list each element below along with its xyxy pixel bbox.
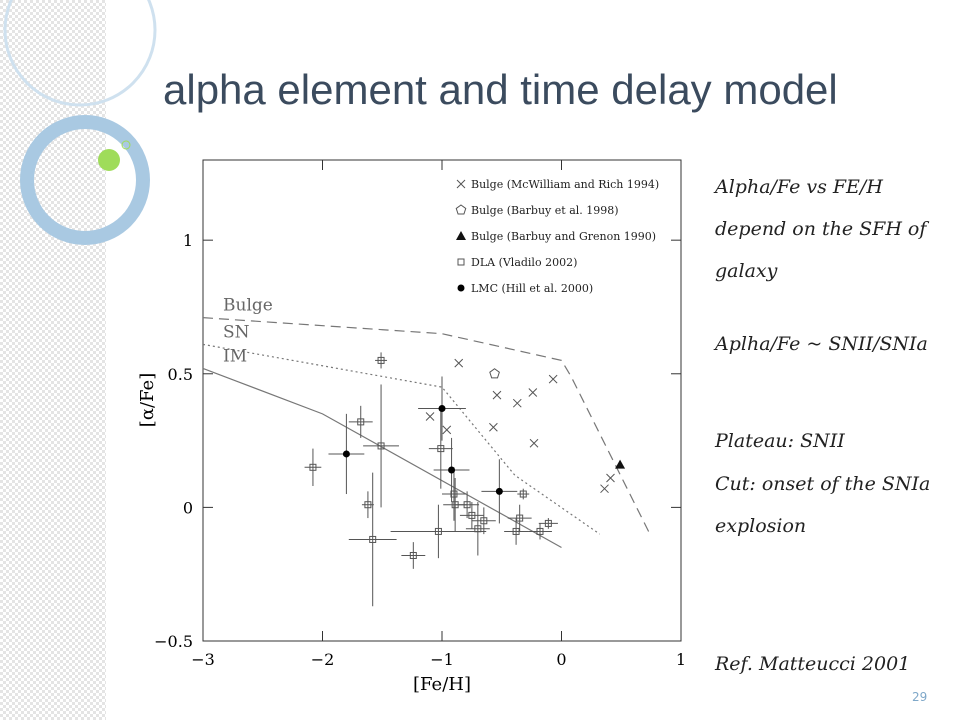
point	[450, 490, 458, 498]
point	[454, 358, 464, 368]
point	[364, 501, 372, 509]
point	[309, 463, 317, 471]
point	[519, 490, 527, 498]
page-number: 29	[912, 690, 928, 704]
note: Plateau: SNII	[715, 430, 845, 452]
point	[437, 445, 445, 453]
point	[615, 459, 626, 469]
reference: Ref. Matteucci 2001	[715, 653, 911, 675]
legend-marker	[457, 284, 465, 292]
side-pattern	[0, 0, 106, 720]
point	[489, 422, 498, 432]
x-axis-label: [Fe/H]	[413, 674, 471, 695]
point	[434, 527, 442, 535]
x-tick-label: −3	[191, 650, 215, 669]
legend-label: Bulge (McWilliam and Rich 1994)	[471, 178, 659, 191]
point	[536, 527, 544, 535]
slide-title: alpha element and time delay model	[163, 66, 838, 113]
y-tick-label: −0.5	[154, 632, 193, 651]
point	[480, 517, 488, 525]
point	[425, 412, 435, 421]
legend-label: Bulge (Barbuy et al. 1998)	[471, 204, 619, 217]
note: Cut: onset of the SNIa explosion	[715, 473, 931, 537]
point	[369, 535, 377, 543]
legend-label: LMC (Hill et al. 2000)	[471, 282, 593, 295]
point	[468, 511, 476, 519]
point	[548, 374, 558, 384]
point	[512, 527, 520, 535]
point	[516, 514, 524, 522]
model-line	[202, 317, 651, 535]
x-tick-label: −2	[311, 650, 335, 669]
point	[474, 525, 482, 533]
point	[438, 405, 446, 413]
legend-marker	[456, 179, 466, 189]
point	[512, 398, 522, 408]
legend-marker	[455, 204, 467, 215]
x-tick-label: 1	[676, 650, 686, 669]
model-label: IM	[223, 346, 247, 366]
note: Alpha/Fe vs FE/H depend on the SFH of ga…	[715, 176, 927, 282]
chart: [Fe/H] [α/Fe] −3 −2 −1 0 1 −0.5 0 0.5 1 Bulge SN IM…	[137, 159, 686, 695]
legend-label: Bulge (Barbuy and Grenon 1990)	[471, 230, 656, 243]
y-axis-label: [α/Fe]	[137, 373, 158, 427]
y-tick-label: 0.5	[168, 365, 193, 384]
point	[342, 450, 350, 458]
y-tick-label: 0	[183, 498, 193, 517]
point	[489, 368, 500, 379]
point	[377, 442, 385, 450]
point	[529, 438, 539, 448]
y-tick-label: 1	[183, 231, 193, 250]
point	[495, 487, 503, 495]
point	[357, 418, 365, 426]
x-tick-label: −1	[430, 650, 454, 669]
point	[463, 501, 471, 509]
note: Aplha/Fe ~ SNII/SNIa	[715, 333, 928, 355]
point	[442, 425, 452, 435]
decor-circle	[3, 0, 157, 107]
point	[600, 484, 609, 494]
decor-ring	[20, 115, 150, 245]
point	[606, 473, 615, 483]
point	[492, 390, 502, 400]
model-label: Bulge	[223, 296, 273, 316]
legend-marker	[457, 258, 465, 266]
point	[448, 466, 456, 474]
model-line	[202, 343, 601, 535]
point	[409, 551, 417, 559]
decor-dot	[121, 140, 131, 150]
legend-label: DLA (Vladilo 2002)	[471, 256, 577, 269]
decor-dot	[98, 149, 120, 171]
model-line	[202, 367, 562, 548]
point	[377, 356, 385, 364]
point	[544, 519, 552, 527]
x-tick-label: 0	[556, 650, 566, 669]
point	[528, 388, 538, 397]
legend-marker	[456, 231, 466, 240]
model-label: SN	[223, 322, 250, 342]
